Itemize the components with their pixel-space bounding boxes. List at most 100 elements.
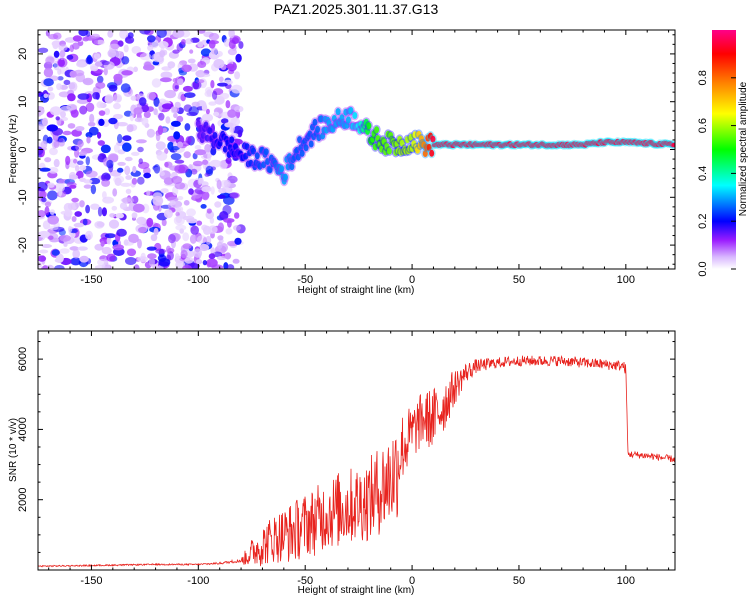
spectrogram-noise-cell — [120, 83, 131, 93]
colorbar: 0.0 0.2 0.4 0.6 0.8 Normalized spectral ampl… — [697, 30, 749, 277]
spectrogram-noise-cell — [172, 49, 180, 54]
spectrogram-noise-cell — [175, 224, 187, 231]
spectrogram-noise-cell — [141, 104, 150, 113]
spectrogram-noise-cell — [108, 219, 120, 229]
x-tick-label: 100 — [617, 274, 635, 286]
spectrogram-noise-cell — [49, 225, 59, 231]
spectrogram-noise-cell — [141, 117, 149, 126]
y-tick-label: 4000 — [17, 417, 29, 441]
spectrogram-noise-cell — [72, 249, 80, 259]
spectrogram-noise-cell — [213, 111, 220, 117]
spectrogram-noise-cell — [58, 91, 71, 98]
spectrogram-noise-cell — [108, 43, 120, 50]
x-tick-label: 50 — [513, 274, 525, 286]
signal-cell — [289, 163, 295, 171]
signal-cell — [404, 136, 410, 144]
signal-cell — [426, 143, 432, 151]
spectrogram-noise-cell — [152, 195, 164, 206]
spectrogram-noise-cell — [202, 159, 209, 165]
spectrogram-noise-cell — [133, 107, 143, 115]
spectrogram-noise-cell — [124, 36, 135, 44]
spectrogram-noise-cell — [121, 56, 130, 65]
signal-cell — [204, 134, 210, 142]
spectrogram-noise-cell — [156, 30, 167, 38]
signal-cell — [335, 108, 341, 116]
spectrogram-noise-cell — [169, 200, 176, 206]
spectrogram-noise-cell — [200, 204, 207, 209]
spectrogram-noise-cell — [73, 222, 85, 228]
spectrogram-noise-cell — [171, 176, 183, 184]
snr-frame — [37, 330, 676, 571]
spectrogram-noise-cell — [160, 188, 169, 194]
y-tick-label: 2000 — [17, 487, 29, 511]
spectrogram-noise-cell — [108, 84, 118, 92]
spectrogram-noise-cell — [217, 222, 224, 233]
spectrogram-noise-cell — [53, 140, 60, 149]
y-tick-label: 20 — [17, 48, 29, 60]
spectrogram-noise-cell — [143, 64, 155, 71]
spectrogram-noise-cell — [48, 33, 59, 40]
spectrogram-noise-cell — [185, 136, 192, 144]
spectrogram-noise-cell — [233, 225, 241, 231]
signal-cell — [343, 108, 349, 116]
signal-track — [194, 105, 675, 187]
spectrogram-noise-cell — [201, 113, 213, 122]
spectrogram-noise-cell — [46, 124, 58, 132]
spectrogram-noise-cell — [94, 61, 103, 67]
spectrogram-noise-cell — [148, 257, 155, 267]
spectrogram-noise-cell — [153, 97, 160, 107]
spectrogram-noise-cell — [57, 68, 62, 75]
signal-cell — [267, 166, 273, 174]
spectrogram-noise-cell — [187, 58, 196, 64]
spectrogram-noise-cell — [117, 149, 126, 155]
spectrogram-noise-cell — [121, 70, 133, 76]
spectrogram-noise-cell — [107, 30, 114, 38]
signal-cell — [310, 123, 315, 131]
spectrogram-noise-cell — [210, 247, 216, 253]
spectrogram-noise-cell — [77, 160, 84, 166]
spectrogram-noise-cell — [238, 41, 244, 49]
spectrogram-noise-cell — [221, 118, 229, 124]
colorbar-label: Normalized spectral amplitude — [738, 81, 749, 216]
signal-cell — [412, 131, 418, 139]
spectrogram-x-axis: -150 -100 -50 0 50 100 — [48, 30, 670, 286]
spectrogram-noise-cell — [184, 92, 196, 98]
spectrogram-noise-cell — [205, 108, 210, 115]
spectrogram-noise-cell — [97, 206, 103, 217]
spectrogram-noise-cell — [103, 174, 111, 180]
spectrogram-noise-cell — [113, 175, 125, 184]
spectrogram-noise-cell — [205, 235, 212, 245]
spectrogram-noise-cell — [116, 228, 127, 237]
signal-cell — [422, 150, 428, 157]
spectrogram-noise-cell — [228, 30, 235, 39]
spectrogram-noise-cell — [119, 202, 128, 210]
spectrogram-x-label: Height of straight line (km) — [298, 285, 415, 296]
spectrogram-noise-cell — [43, 67, 54, 78]
spectrogram-noise-cell — [92, 92, 100, 100]
spectrogram-noise-cell — [47, 182, 55, 188]
spectrogram-noise-cell — [217, 194, 226, 199]
x-tick-label: -100 — [187, 575, 209, 587]
spectrogram-noise-cell — [230, 132, 239, 138]
spectrogram-noise-cell — [101, 246, 112, 255]
spectrogram-noise-cell — [212, 90, 218, 100]
spectrogram-y-label: Frequency (Hz) — [8, 115, 19, 184]
spectrogram-noise-cell — [208, 253, 216, 260]
spectrogram-noise-cell — [69, 44, 75, 53]
spectrogram-noise-cell — [104, 233, 116, 239]
spectrogram-noise-cell — [170, 106, 177, 114]
spectrogram-noise-cell — [146, 190, 151, 196]
spectrogram-noise-cell — [216, 179, 222, 190]
spectrogram-noise-cell — [120, 182, 132, 187]
spectrogram-noise-cell — [177, 196, 184, 201]
spectrogram-noise-cell — [226, 264, 235, 269]
signal-cell — [195, 120, 201, 127]
spectrogram-noise-cell — [205, 86, 214, 94]
signal-cell — [318, 115, 324, 123]
spectrogram-noise-cell — [38, 230, 50, 238]
spectrogram-noise-cell — [231, 84, 243, 94]
spectrogram-noise-cell — [210, 186, 215, 195]
spectrogram-noise-cell — [204, 143, 212, 153]
spectrogram-noise-cell — [104, 108, 110, 116]
spectrogram-noise-cell — [138, 158, 143, 165]
